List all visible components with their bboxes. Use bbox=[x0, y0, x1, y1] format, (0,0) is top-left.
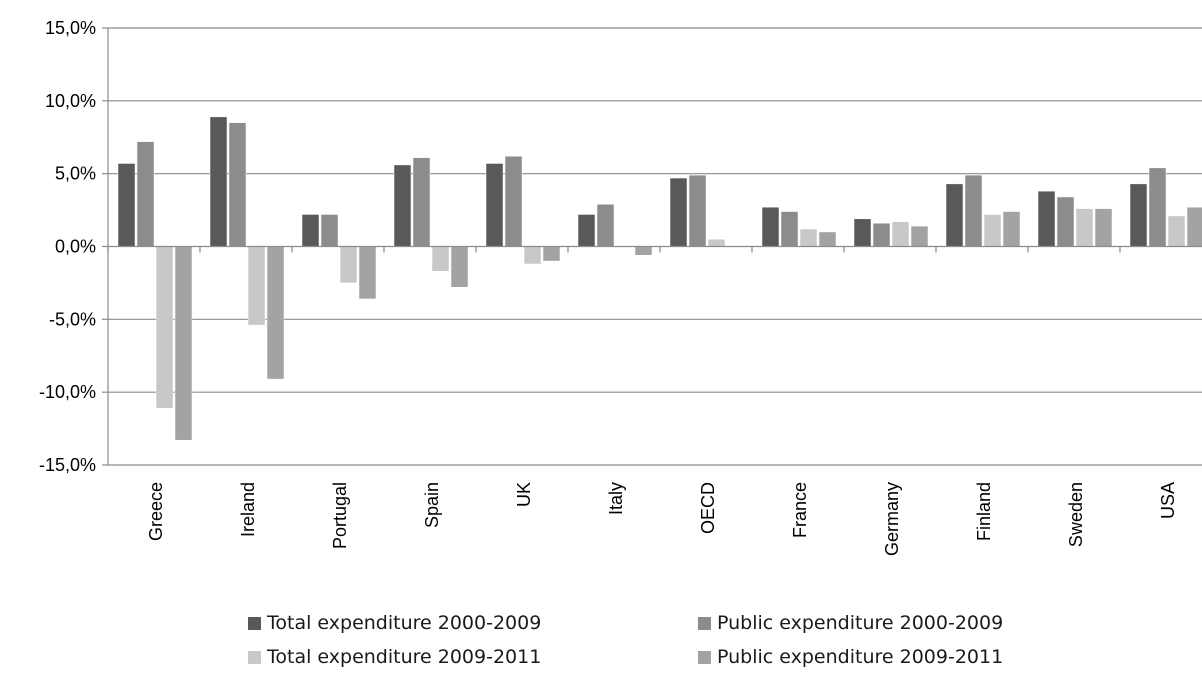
bar-sweden-series-2 bbox=[1075, 208, 1094, 247]
legend-item-total-2009-2011: Total expenditure 2009-2011 bbox=[248, 642, 698, 672]
bar-portugal-series-1 bbox=[320, 214, 339, 247]
bar-oecd-series-2 bbox=[707, 238, 726, 247]
legend-swatch bbox=[248, 616, 261, 630]
bar-finland-series-0 bbox=[945, 183, 964, 247]
x-tick-label: France bbox=[790, 482, 810, 538]
y-tick-label: 0,0% bbox=[55, 237, 96, 257]
bar-uk-series-3 bbox=[542, 246, 561, 262]
bar-italy-series-0 bbox=[577, 214, 596, 247]
y-axis-tick-labels: 15,0% 10,0% 5,0% 0,0% -5,0% -10,0% -15,0% bbox=[39, 18, 96, 475]
bar-uk-series-1 bbox=[504, 155, 523, 247]
bar-greece-series-0 bbox=[117, 163, 136, 247]
y-tick-label: 5,0% bbox=[55, 164, 96, 184]
bar-oecd-series-0 bbox=[669, 177, 688, 247]
bar-finland-series-1 bbox=[964, 174, 983, 247]
bar-chart: 15,0% 10,0% 5,0% 0,0% -5,0% -10,0% -15,0% Gree… bbox=[39, 18, 1202, 556]
legend-label: Total expenditure 2000-2009 bbox=[267, 612, 542, 634]
bar-france-series-1 bbox=[780, 211, 799, 247]
x-tick-label: Germany bbox=[882, 482, 902, 556]
bar-france-series-0 bbox=[761, 206, 780, 247]
bar-finland-series-2 bbox=[983, 214, 1002, 247]
legend-swatch bbox=[698, 616, 711, 630]
bar-france-series-3 bbox=[818, 231, 837, 247]
bar-germany-series-0 bbox=[853, 218, 872, 247]
legend-item-public-2000-2009: Public expenditure 2000-2009 bbox=[698, 608, 1098, 638]
legend-label: Total expenditure 2009-2011 bbox=[267, 646, 542, 668]
bar-france-series-2 bbox=[799, 228, 818, 247]
bar-usa-series-1 bbox=[1148, 167, 1167, 247]
bar-germany-series-2 bbox=[891, 221, 910, 247]
y-tick-label: -15,0% bbox=[39, 455, 96, 475]
bar-ireland-series-1 bbox=[228, 122, 247, 247]
bar-sweden-series-1 bbox=[1056, 196, 1075, 247]
bar-usa-series-0 bbox=[1129, 183, 1148, 247]
bar-spain-series-2 bbox=[431, 246, 450, 272]
legend: Total expenditure 2000-2009 Public expen… bbox=[248, 608, 1108, 672]
y-tick-label: 15,0% bbox=[45, 18, 96, 38]
legend-swatch bbox=[698, 650, 711, 664]
bar-germany-series-3 bbox=[910, 225, 929, 247]
bar-usa-series-2 bbox=[1167, 215, 1186, 247]
legend-label: Public expenditure 2009-2011 bbox=[717, 646, 1004, 668]
bar-greece-series-3 bbox=[174, 246, 193, 441]
bar-portugal-series-3 bbox=[358, 246, 377, 300]
x-tick-label: Portugal bbox=[330, 482, 350, 549]
x-tick-label: OECD bbox=[698, 482, 718, 534]
y-tick-label: -10,0% bbox=[39, 382, 96, 402]
bar-oecd-series-1 bbox=[688, 174, 707, 247]
bar-uk-series-2 bbox=[523, 246, 542, 265]
bar-usa-series-3 bbox=[1186, 206, 1202, 247]
bar-sweden-series-3 bbox=[1094, 208, 1113, 247]
x-tick-label: Finland bbox=[974, 482, 994, 541]
y-tick-label: 10,0% bbox=[45, 91, 96, 111]
bar-germany-series-1 bbox=[872, 222, 891, 247]
x-axis-tick-labels: Greece Ireland Portugal Spain UK Italy OECD Fra… bbox=[146, 482, 1178, 556]
gridlines bbox=[102, 27, 1202, 466]
axes bbox=[107, 28, 1202, 465]
bar-spain-series-0 bbox=[393, 164, 412, 247]
bar-finland-series-3 bbox=[1002, 211, 1021, 247]
bar-ireland-series-2 bbox=[247, 246, 266, 326]
x-tick-label: Ireland bbox=[238, 482, 258, 537]
bar-greece-series-2 bbox=[155, 246, 174, 409]
x-tick-label: Greece bbox=[146, 482, 166, 541]
legend-item-total-2000-2009: Total expenditure 2000-2009 bbox=[248, 608, 698, 638]
bar-ireland-series-0 bbox=[209, 116, 228, 247]
legend-swatch bbox=[248, 650, 261, 664]
legend-item-public-2009-2011: Public expenditure 2009-2011 bbox=[698, 642, 1098, 672]
x-tick-label: USA bbox=[1158, 482, 1178, 519]
x-tick-label: Spain bbox=[422, 482, 442, 528]
x-tick-label: Sweden bbox=[1066, 482, 1086, 547]
bar-portugal-series-2 bbox=[339, 246, 358, 284]
bar-spain-series-3 bbox=[450, 246, 469, 288]
bar-italy-series-1 bbox=[596, 204, 615, 247]
x-tick-label: Italy bbox=[606, 482, 626, 515]
bars bbox=[117, 116, 1202, 441]
x-tick-label: UK bbox=[514, 482, 534, 507]
bar-spain-series-1 bbox=[412, 157, 431, 247]
legend-label: Public expenditure 2000-2009 bbox=[717, 612, 1004, 634]
bar-ireland-series-3 bbox=[266, 246, 285, 380]
y-tick-label: -5,0% bbox=[49, 309, 96, 329]
bar-greece-series-1 bbox=[136, 141, 155, 247]
bar-italy-series-3 bbox=[634, 246, 653, 256]
bar-sweden-series-0 bbox=[1037, 190, 1056, 247]
bar-portugal-series-0 bbox=[301, 214, 320, 247]
bar-uk-series-0 bbox=[485, 163, 504, 247]
